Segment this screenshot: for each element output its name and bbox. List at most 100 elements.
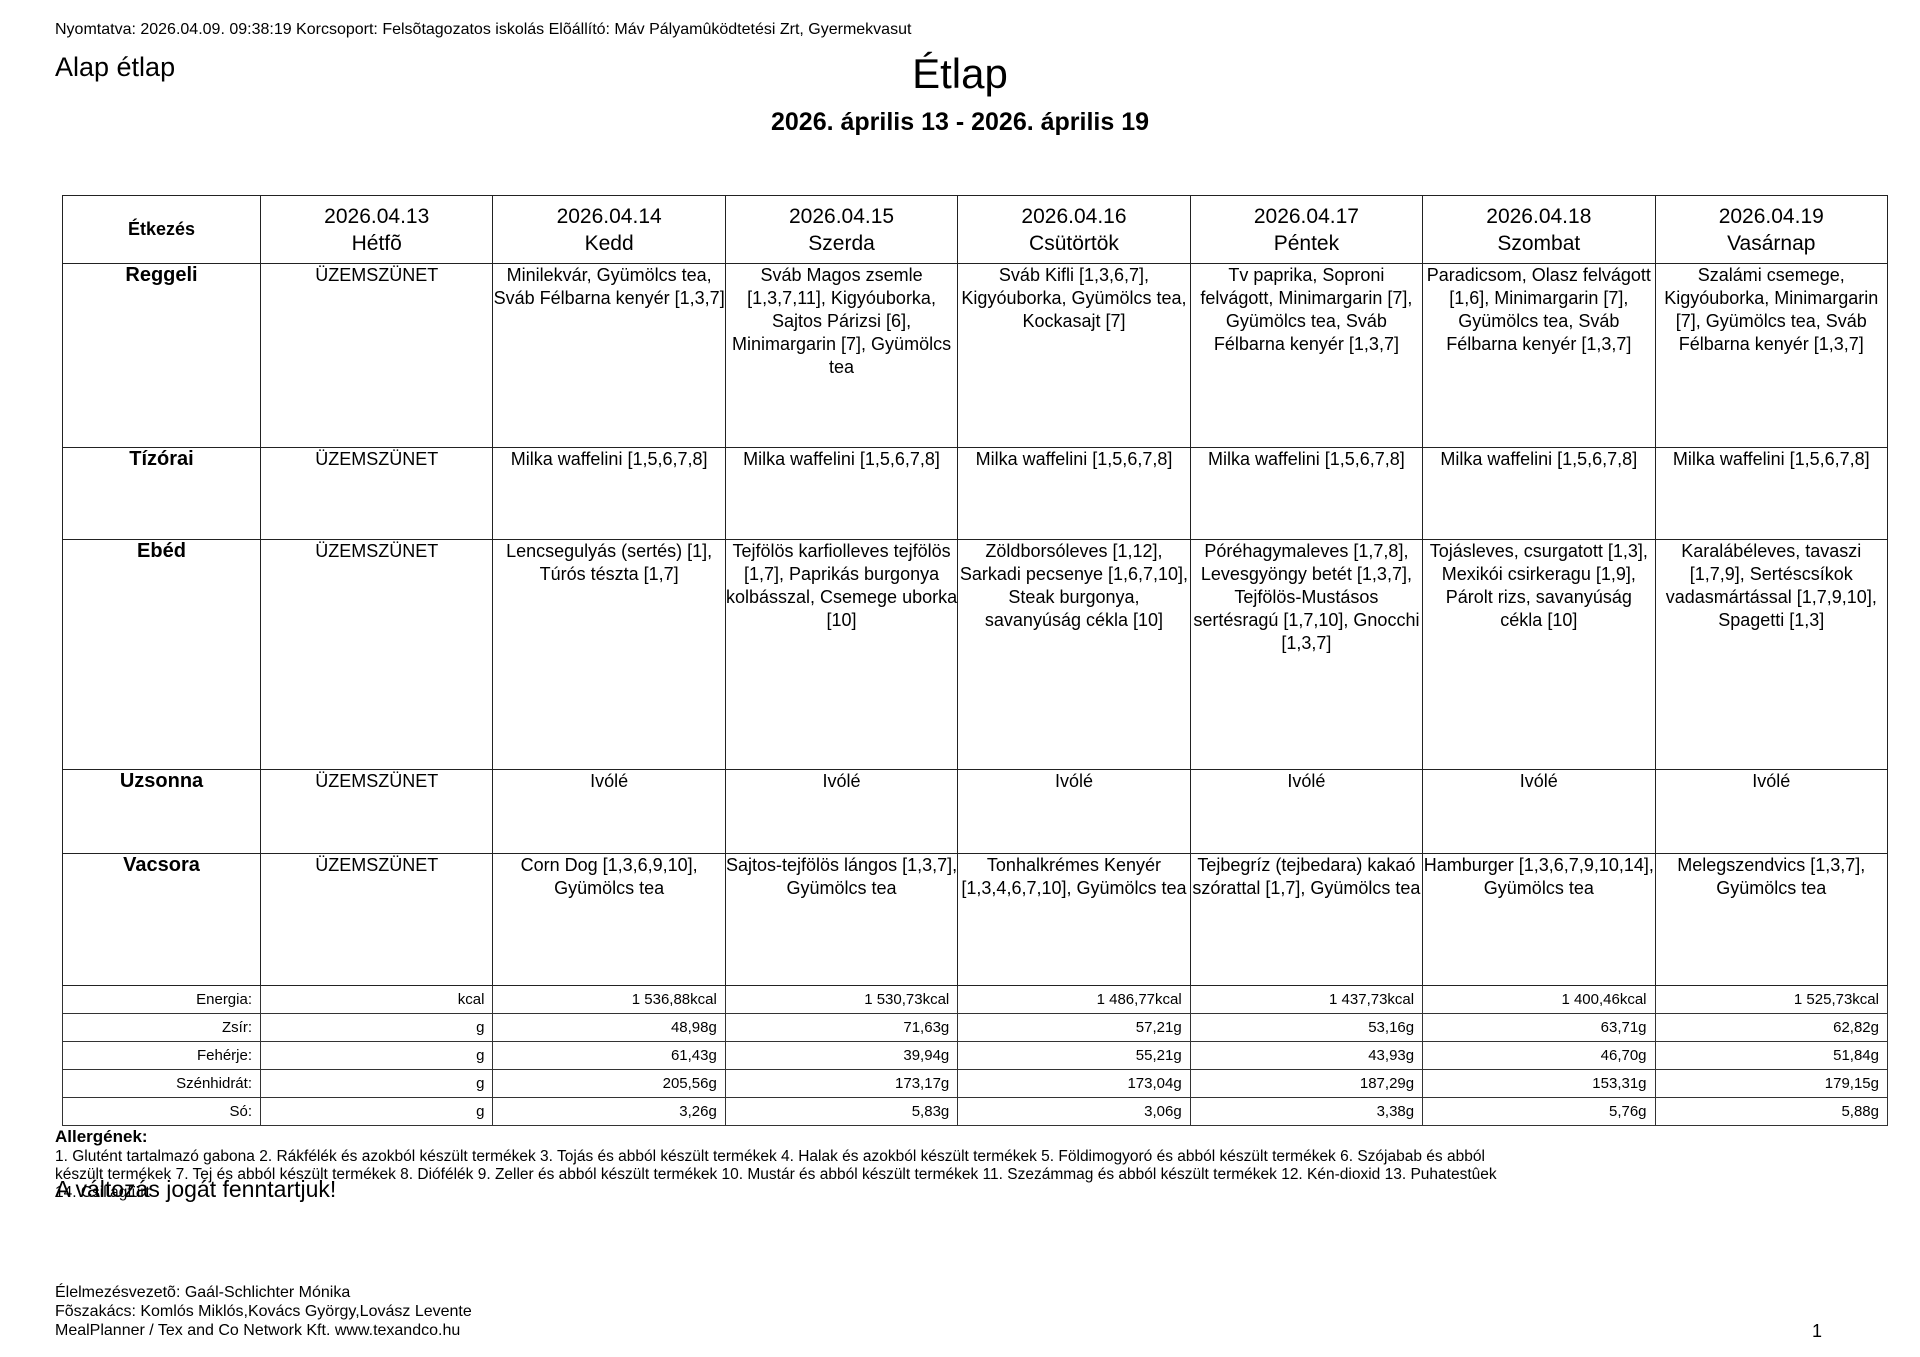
menu-cell: Szalámi csemege, Kigyóuborka, Minimargar… xyxy=(1654,263,1889,448)
nutrition-value: 43,93g xyxy=(1189,1041,1424,1070)
nutrition-value: 173,17g xyxy=(724,1069,959,1098)
day-date: 2026.04.17 xyxy=(1253,204,1359,228)
menu-cell: Milka waffelini [1,5,6,7,8] xyxy=(1189,447,1424,540)
menu-cell: Ivólé xyxy=(1654,769,1889,854)
nutrition-value: 1 486,77kcal xyxy=(957,985,1191,1014)
day-name: Péntek xyxy=(1273,231,1340,255)
nutrition-value: 62,82g xyxy=(1654,1013,1889,1042)
menu-cell: Zöldborsóleves [1,12], Sarkadi pecsenye … xyxy=(957,539,1191,770)
header-row: Étkezés 2026.04.13 Hétfõ 2026.04.14 Kedd 2… xyxy=(62,195,1889,264)
meal-row-breakfast: Reggeli ÜZEMSZÜNET Minilekvár, Gyümölcs … xyxy=(62,263,1889,448)
nutrition-value: 1 400,46kcal xyxy=(1422,985,1656,1014)
nutrition-unit: g xyxy=(259,1041,494,1070)
meal-label: Vacsora xyxy=(62,853,261,986)
nutrition-value: 55,21g xyxy=(957,1041,1191,1070)
menu-cell: Milka waffelini [1,5,6,7,8] xyxy=(1422,447,1656,540)
nutrition-value: 61,43g xyxy=(492,1041,726,1070)
day-date: 2026.04.19 xyxy=(1718,204,1824,228)
nutrition-value: 1 530,73kcal xyxy=(724,985,959,1014)
menu-cell: ÜZEMSZÜNET xyxy=(259,263,494,448)
nutrition-row-energy: Energia: kcal 1 536,88kcal 1 530,73kcal … xyxy=(62,985,1889,1014)
nutrition-value: 1 536,88kcal xyxy=(492,985,726,1014)
column-header-day-wednesday: 2026.04.15 Szerda xyxy=(724,195,959,264)
nutrition-value: 3,06g xyxy=(957,1097,1191,1126)
day-date: 2026.04.16 xyxy=(1021,204,1127,228)
allergens-line-1: 1. Glutént tartalmazó gabona 2. Rákfélék… xyxy=(55,1148,1485,1165)
rights-disclaimer: A változás jogát fenntartjuk! xyxy=(55,1176,337,1202)
nutrition-row-salt: Só: g 3,26g 5,83g 3,06g 3,38g 5,76g 5,88… xyxy=(62,1097,1889,1126)
meal-label: Ebéd xyxy=(62,539,261,770)
menu-cell: ÜZEMSZÜNET xyxy=(259,447,494,540)
nutrition-label: Szénhidrát: xyxy=(62,1069,261,1098)
menu-cell: Tejfölös karfiolleves tejfölös [1,7], Pa… xyxy=(724,539,959,770)
nutrition-unit: g xyxy=(259,1069,494,1098)
nutrition-label: Só: xyxy=(62,1097,261,1126)
menu-cell: Tonhalkrémes Kenyér [1,3,4,6,7,10], Gyüm… xyxy=(957,853,1191,986)
nutrition-value: 1 437,73kcal xyxy=(1189,985,1424,1014)
nutrition-value: 5,83g xyxy=(724,1097,959,1126)
nutrition-label: Energia: xyxy=(62,985,261,1014)
nutrition-row-fat: Zsír: g 48,98g 71,63g 57,21g 53,16g 63,7… xyxy=(62,1013,1889,1042)
menu-cell: Ivólé xyxy=(957,769,1191,854)
allergens-line-2: készült termékek 7. Tej és abból készült… xyxy=(55,1166,1497,1183)
day-name: Szombat xyxy=(1497,231,1581,255)
nutrition-row-carbohydrate: Szénhidrát: g 205,56g 173,17g 173,04g 18… xyxy=(62,1069,1889,1098)
menu-cell: Tejbegríz (tejbedara) kakaó szórattal [1… xyxy=(1189,853,1424,986)
menu-cell: Paradicsom, Olasz felvágott [1,6], Minim… xyxy=(1422,263,1656,448)
column-header-day-saturday: 2026.04.18 Szombat xyxy=(1422,195,1656,264)
nutrition-value: 3,26g xyxy=(492,1097,726,1126)
meal-row-morning-snack: Tízórai ÜZEMSZÜNET Milka waffelini [1,5,… xyxy=(62,447,1889,540)
menu-cell: Milka waffelini [1,5,6,7,8] xyxy=(724,447,959,540)
day-date: 2026.04.15 xyxy=(789,204,895,228)
nutrition-value: 153,31g xyxy=(1422,1069,1656,1098)
footer-block: Élelmezésvezetõ: Gaál-Schlichter Mónika … xyxy=(55,1283,472,1340)
nutrition-value: 187,29g xyxy=(1189,1069,1424,1098)
column-header-day-thursday: 2026.04.16 Csütörtök xyxy=(957,195,1191,264)
nutrition-value: 5,76g xyxy=(1422,1097,1656,1126)
nutrition-value: 46,70g xyxy=(1422,1041,1656,1070)
day-date: 2026.04.14 xyxy=(556,204,662,228)
nutrition-label: Zsír: xyxy=(62,1013,261,1042)
nutrition-value: 179,15g xyxy=(1654,1069,1889,1098)
meal-row-afternoon-snack: Uzsonna ÜZEMSZÜNET Ivólé Ivólé Ivólé Ivó… xyxy=(62,769,1889,854)
nutrition-label: Fehérje: xyxy=(62,1041,261,1070)
nutrition-value: 5,88g xyxy=(1654,1097,1889,1126)
menu-cell: ÜZEMSZÜNET xyxy=(259,769,494,854)
nutrition-value: 71,63g xyxy=(724,1013,959,1042)
nutrition-value: 173,04g xyxy=(957,1069,1191,1098)
menu-cell: Hamburger [1,3,6,7,9,10,14], Gyümölcs te… xyxy=(1422,853,1656,986)
menu-cell: Ivólé xyxy=(1422,769,1656,854)
meal-label: Tízórai xyxy=(62,447,261,540)
meal-row-dinner: Vacsora ÜZEMSZÜNET Corn Dog [1,3,6,9,10]… xyxy=(62,853,1889,986)
menu-cell: Tojásleves, csurgatott [1,3], Mexikói cs… xyxy=(1422,539,1656,770)
menu-cell: Milka waffelini [1,5,6,7,8] xyxy=(957,447,1191,540)
menu-cell: Karalábéleves, tavaszi [1,7,9], Sertéscs… xyxy=(1654,539,1889,770)
nutrition-row-protein: Fehérje: g 61,43g 39,94g 55,21g 43,93g 4… xyxy=(62,1041,1889,1070)
day-name: Kedd xyxy=(584,231,634,255)
column-header-etkezes: Étkezés xyxy=(62,195,261,264)
menu-cell: Póréhagymaleves [1,7,8], Levesgyöngy bet… xyxy=(1189,539,1424,770)
allergens-line-3: 14. Csillagfürt xyxy=(55,1184,150,1201)
menu-cell: Milka waffelini [1,5,6,7,8] xyxy=(492,447,726,540)
menu-cell: Tv paprika, Soproni felvágott, Minimarga… xyxy=(1189,263,1424,448)
menu-cell: Ivólé xyxy=(724,769,959,854)
day-date: 2026.04.13 xyxy=(324,204,430,228)
nutrition-value: 48,98g xyxy=(492,1013,726,1042)
column-header-day-tuesday: 2026.04.14 Kedd xyxy=(492,195,726,264)
meal-label: Reggeli xyxy=(62,263,261,448)
menu-cell: Ivólé xyxy=(492,769,726,854)
nutrition-value: 39,94g xyxy=(724,1041,959,1070)
menu-cell: ÜZEMSZÜNET xyxy=(259,853,494,986)
page-title: Étlap xyxy=(912,50,1008,97)
column-header-day-monday: 2026.04.13 Hétfõ xyxy=(259,195,494,264)
menu-cell: Milka waffelini [1,5,6,7,8] xyxy=(1654,447,1889,540)
menu-cell: Lencsegulyás (sertés) [1], Túrós tészta … xyxy=(492,539,726,770)
menu-cell: Sváb Magos zsemle [1,3,7,11], Kigyóubork… xyxy=(724,263,959,448)
page-number: 1 xyxy=(1812,1321,1823,1341)
day-name: Vasárnap xyxy=(1727,231,1816,255)
menu-type-label: Alap étlap xyxy=(55,52,176,82)
nutrition-unit: g xyxy=(259,1013,494,1042)
allergens-heading: Allergének: xyxy=(55,1127,148,1146)
column-header-day-sunday: 2026.04.19 Vasárnap xyxy=(1654,195,1889,264)
nutrition-value: 63,71g xyxy=(1422,1013,1656,1042)
